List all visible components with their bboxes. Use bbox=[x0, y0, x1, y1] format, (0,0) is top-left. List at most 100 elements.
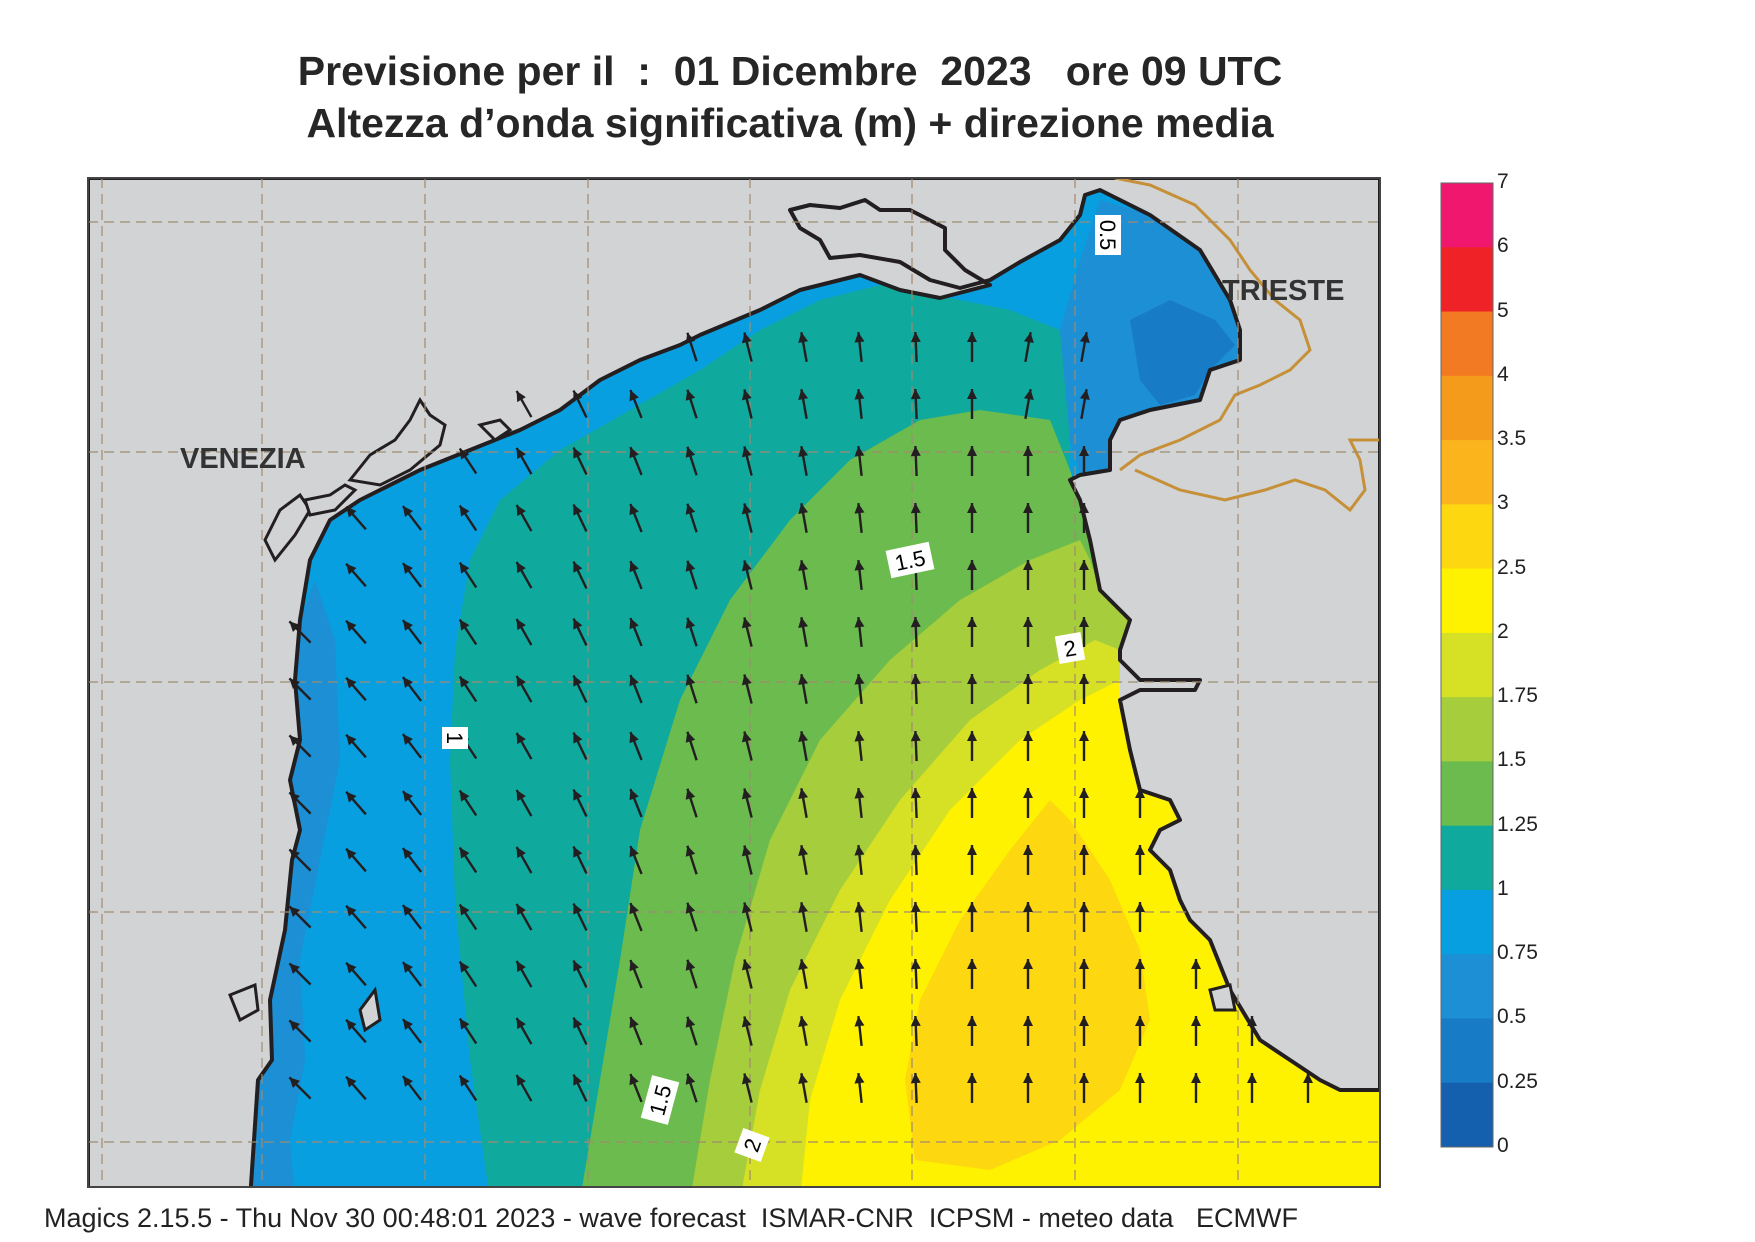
direction-arrow-head bbox=[854, 731, 865, 742]
direction-arrow-head bbox=[967, 503, 977, 513]
colorbar-level-label: 0.5 bbox=[1497, 1005, 1527, 1029]
direction-arrow-head bbox=[910, 1073, 921, 1084]
direction-arrow-head bbox=[798, 446, 809, 457]
contour-label-bg bbox=[885, 541, 935, 579]
direction-arrow-head bbox=[798, 560, 809, 571]
direction-arrow-head bbox=[1023, 674, 1033, 684]
direction-arrow-head bbox=[1079, 902, 1089, 912]
direction-arrow-head bbox=[910, 1016, 921, 1027]
direction-arrow-head bbox=[741, 560, 752, 572]
direction-arrow-head bbox=[459, 676, 470, 688]
direction-arrow-head bbox=[798, 1073, 809, 1084]
direction-arrow-head bbox=[289, 735, 300, 746]
direction-arrow-head bbox=[1247, 1016, 1257, 1026]
direction-arrow-head bbox=[459, 1018, 470, 1030]
colorbar-swatch bbox=[1441, 889, 1493, 955]
direction-arrow-head bbox=[685, 617, 696, 629]
contour-label-bg bbox=[640, 1075, 680, 1125]
direction-arrow-head bbox=[685, 788, 696, 800]
direction-arrow-head bbox=[1135, 902, 1145, 912]
graticule bbox=[88, 178, 1380, 1187]
direction-arrow-head bbox=[1023, 788, 1033, 798]
colorbar-level-label: 1 bbox=[1497, 876, 1509, 900]
direction-arrow-head bbox=[629, 447, 639, 459]
direction-arrow-head bbox=[798, 674, 809, 685]
band-0_25-0_5-gulf bbox=[1130, 300, 1235, 405]
direction-arrow-head bbox=[910, 389, 921, 400]
direction-arrow-head bbox=[685, 674, 696, 686]
direction-arrow-head bbox=[798, 503, 809, 514]
lagoon-island bbox=[1208, 983, 1237, 1012]
direction-arrow-head bbox=[516, 732, 526, 745]
contour-label-bg bbox=[1095, 215, 1121, 255]
direction-arrow-head bbox=[1023, 503, 1033, 513]
direction-arrow-head bbox=[1023, 902, 1033, 912]
lagoon-island bbox=[303, 483, 358, 517]
direction-arrow-head bbox=[967, 1073, 977, 1083]
direction-arrow-head bbox=[346, 677, 357, 689]
direction-arrow-head bbox=[854, 617, 865, 628]
colorbar-level-label: 6 bbox=[1497, 234, 1509, 258]
direction-arrow-head bbox=[967, 788, 977, 798]
direction-arrow-head bbox=[459, 961, 470, 973]
direction-arrow-head bbox=[1079, 617, 1089, 627]
colorbar-level-label: 7 bbox=[1497, 170, 1509, 193]
direction-arrow-head bbox=[1191, 959, 1201, 969]
direction-arrow-head bbox=[573, 789, 583, 801]
direction-arrow-head bbox=[629, 561, 639, 573]
direction-arrow-head bbox=[910, 332, 921, 343]
direction-arrow-head bbox=[685, 503, 696, 515]
lagoon-islands bbox=[228, 397, 1237, 1033]
direction-arrow-head bbox=[629, 903, 639, 915]
direction-arrow-head bbox=[685, 1073, 696, 1085]
direction-arrow-head bbox=[573, 732, 583, 744]
direction-arrow-head bbox=[967, 959, 977, 969]
direction-arrow-head bbox=[1023, 1073, 1033, 1083]
direction-arrow-head bbox=[854, 1073, 865, 1084]
colorbar-level-label: 4 bbox=[1497, 362, 1509, 386]
direction-arrow-head bbox=[741, 674, 752, 686]
direction-arrow-head bbox=[402, 563, 413, 575]
map-frame bbox=[87, 177, 1381, 1188]
direction-arrow-head bbox=[1023, 1016, 1033, 1026]
contour-label-group: 1.5 bbox=[885, 541, 935, 579]
direction-arrow-head bbox=[516, 960, 526, 973]
direction-arrow-head bbox=[741, 845, 752, 857]
direction-arrow-head bbox=[516, 390, 526, 403]
direction-arrow-head bbox=[346, 791, 357, 803]
direction-arrow-head bbox=[910, 959, 921, 970]
direction-arrow-head bbox=[685, 560, 696, 572]
lagoon-island bbox=[477, 418, 513, 442]
direction-arrow-head bbox=[685, 845, 696, 857]
direction-arrow-head bbox=[1079, 959, 1089, 969]
direction-arrow-head bbox=[910, 845, 921, 856]
direction-arrow-head bbox=[910, 446, 921, 457]
direction-arrow-head bbox=[1079, 389, 1090, 400]
direction-arrow-head bbox=[741, 788, 752, 800]
direction-arrow-head bbox=[1135, 788, 1145, 798]
lagoon-island bbox=[228, 982, 260, 1023]
direction-arrow-head bbox=[629, 1017, 639, 1029]
direction-arrow-head bbox=[1023, 389, 1034, 400]
direction-arrow-head bbox=[289, 1077, 300, 1088]
direction-arrow-head bbox=[629, 618, 639, 630]
direction-arrow-head bbox=[573, 960, 583, 972]
direction-arrow-head bbox=[629, 390, 639, 402]
direction-arrow-head bbox=[346, 1019, 357, 1031]
direction-arrow-head bbox=[346, 563, 357, 575]
direction-arrow-head bbox=[1191, 1073, 1201, 1083]
direction-arrow-head bbox=[741, 902, 752, 914]
colorbar-swatch bbox=[1441, 568, 1493, 634]
colorbar-swatch bbox=[1441, 632, 1493, 698]
direction-arrow-head bbox=[573, 1074, 583, 1086]
direction-arrow-head bbox=[1135, 959, 1145, 969]
direction-arrow-head bbox=[798, 959, 809, 970]
colorbar-level-label: 3 bbox=[1497, 491, 1509, 515]
direction-arrow-head bbox=[289, 849, 300, 860]
title-line-1: Previsione per il : 01 Dicembre 2023 ore… bbox=[297, 48, 1283, 94]
colorbar-level-label: 1.75 bbox=[1497, 684, 1538, 708]
direction-arrow-head bbox=[741, 731, 752, 743]
direction-arrow-head bbox=[685, 332, 696, 344]
colorbar-level-label: 2.5 bbox=[1497, 555, 1527, 579]
direction-arrow-head bbox=[798, 845, 809, 856]
